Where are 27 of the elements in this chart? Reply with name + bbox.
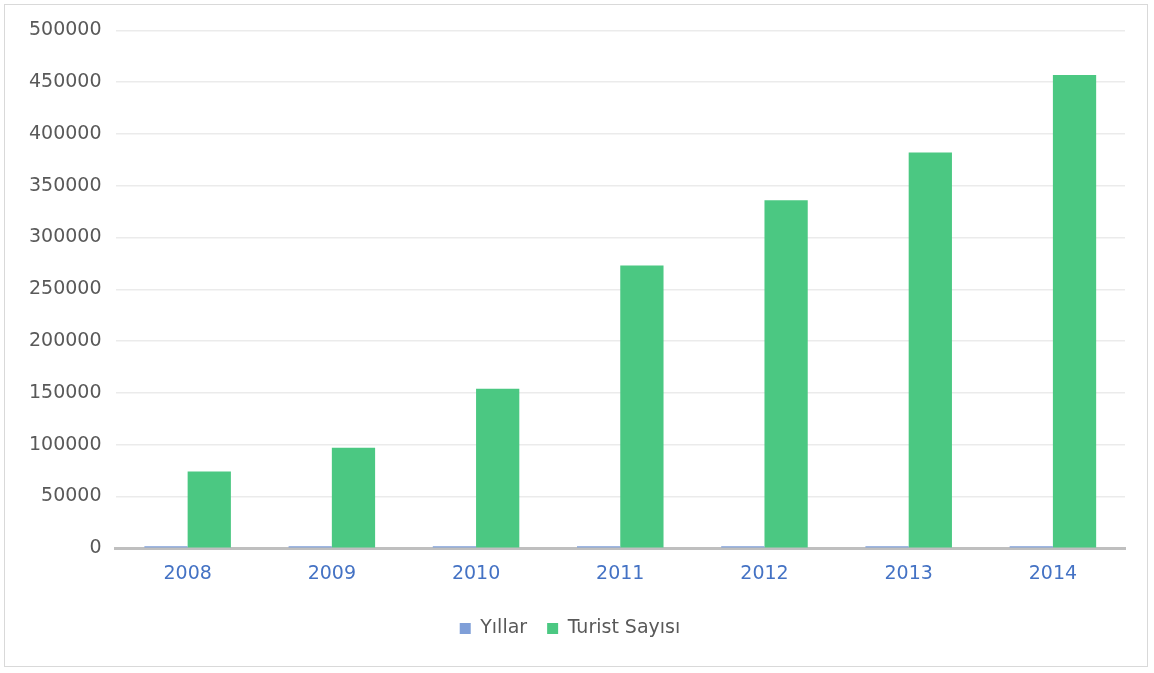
bar <box>331 447 376 548</box>
y-tick-label: 100000 <box>29 431 102 454</box>
x-tick-label: 2014 <box>1028 560 1078 583</box>
y-tick-label: 200000 <box>29 328 102 351</box>
y-tick-label: 350000 <box>29 172 102 195</box>
y-tick-label: 150000 <box>29 379 102 402</box>
x-tick-label: 2012 <box>740 560 789 583</box>
x-tick-label: 2010 <box>451 560 501 583</box>
x-tick-label: 2008 <box>163 560 212 583</box>
y-tick-label: 250000 <box>29 276 102 299</box>
bar <box>908 152 952 548</box>
bar <box>476 388 520 548</box>
bar <box>187 471 231 548</box>
x-tick-label: 2013 <box>884 560 933 583</box>
y-tick-label: 300000 <box>29 224 102 247</box>
bar <box>620 265 664 548</box>
y-tick-label: 450000 <box>29 69 102 92</box>
legend-label: Turist Sayısı <box>566 615 681 638</box>
bar <box>764 200 808 548</box>
bar <box>1052 74 1097 548</box>
x-tick-label: 2009 <box>307 560 357 583</box>
legend-label: Yıllar <box>479 615 528 638</box>
x-tick-label: 2011 <box>596 560 645 583</box>
y-tick-label: 0 <box>89 535 102 558</box>
y-tick-label: 500000 <box>29 17 102 40</box>
y-tick-label: 400000 <box>29 120 102 143</box>
y-tick-label: 50000 <box>41 483 102 506</box>
